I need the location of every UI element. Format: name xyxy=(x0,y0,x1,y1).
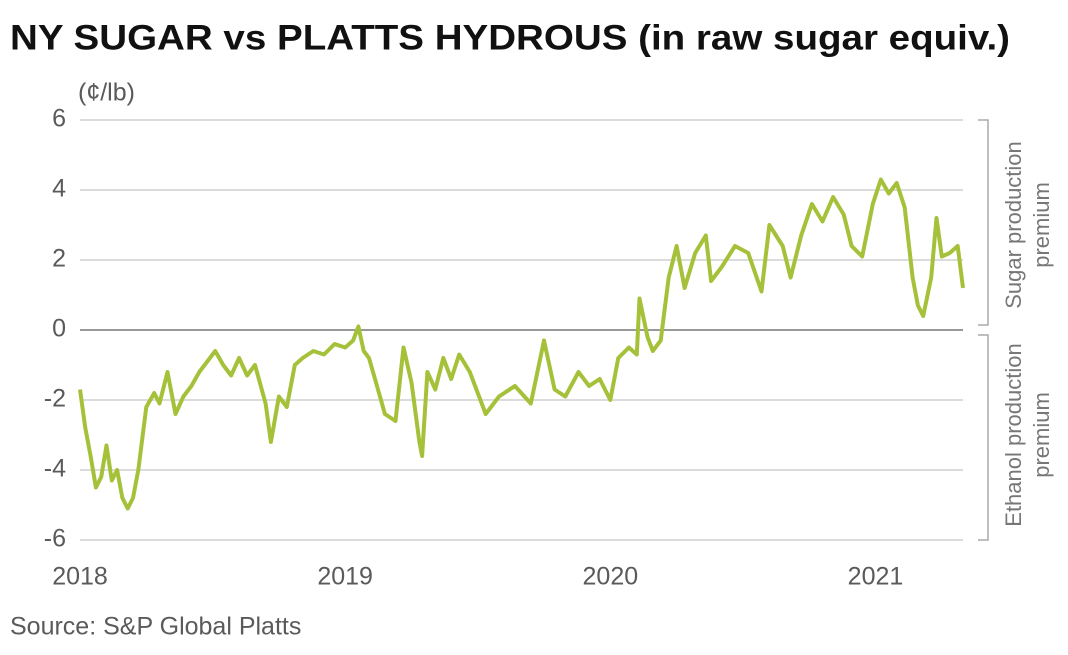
y-tick-label: 4 xyxy=(52,175,66,203)
data-line xyxy=(78,177,965,511)
annotation: premium xyxy=(1029,392,1054,478)
source: Source: S&P Global Platts xyxy=(10,613,301,641)
x-tick-label: 2021 xyxy=(848,563,904,591)
bracket xyxy=(978,334,989,541)
y-tick-label: 0 xyxy=(52,315,66,343)
y-tick-label: 2 xyxy=(52,245,66,273)
bracket xyxy=(978,119,989,326)
chart-title: NY SUGAR vs PLATTS HYDROUS (in raw sugar… xyxy=(10,18,1010,57)
annotation: Sugar production xyxy=(1001,141,1026,309)
y-tick-label: -6 xyxy=(44,525,66,553)
x-tick-label: 2018 xyxy=(52,563,108,591)
annotation: Ethanol production xyxy=(1001,343,1026,526)
y-axis-label: (¢/lb) xyxy=(78,79,135,107)
y-tick-label: -2 xyxy=(44,385,66,413)
annotation: premium xyxy=(1029,182,1054,268)
x-tick-label: 2019 xyxy=(317,563,373,591)
y-tick-label: -4 xyxy=(44,455,66,483)
y-tick-label: 6 xyxy=(52,105,66,133)
x-tick-label: 2020 xyxy=(583,563,639,591)
